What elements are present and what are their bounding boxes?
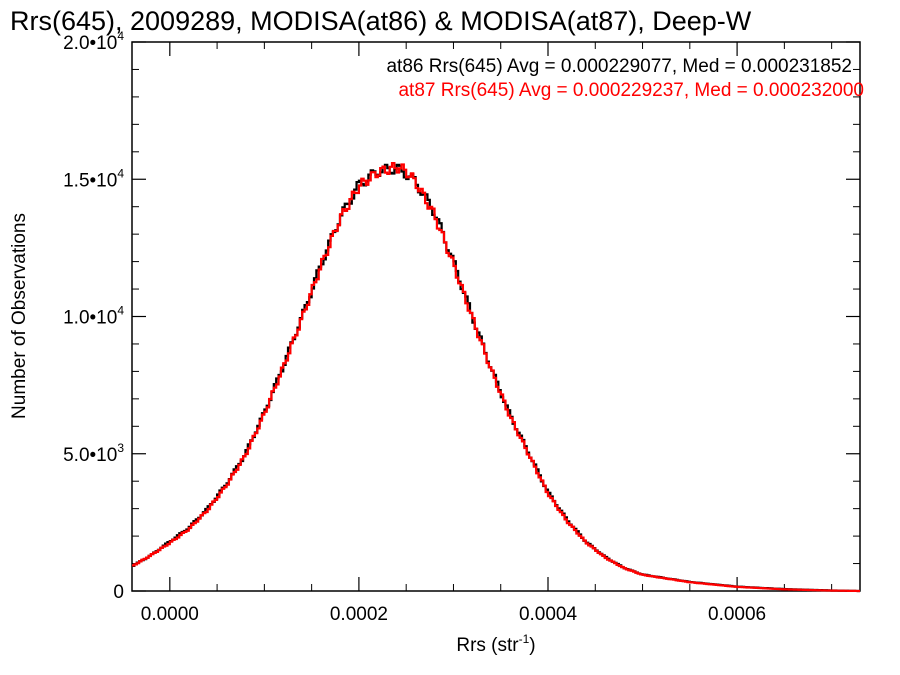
y-axis-label: Number of Observations	[9, 213, 30, 419]
x-axis-label: Rrs (str-1)	[456, 632, 535, 656]
y-tick-mantissa: 1.5•10	[63, 170, 117, 191]
x-tick-label: 0.0000	[141, 604, 199, 625]
y-tick-mantissa: 1.0•10	[63, 308, 117, 329]
y-tick-exponent: 3	[117, 441, 124, 455]
series-line-at87	[132, 161, 860, 593]
x-tick-labels: 0.0000 0.0002 0.0004 0.0006	[141, 604, 766, 625]
x-tick-label: 0.0006	[708, 604, 766, 625]
plot-frame	[131, 41, 861, 592]
y-tick-mantissa: 5.0•10	[63, 445, 117, 466]
annotation-at86: at86 Rrs(645) Avg = 0.000229077, Med = 0…	[386, 56, 852, 77]
x-tick-label: 0.0002	[330, 604, 388, 625]
y-tick-label: 2.0•104	[63, 29, 124, 54]
x-axis-label-main: Rrs (str	[456, 635, 519, 656]
annotation-at87: at87 Rrs(645) Avg = 0.000229237, Med = 0…	[398, 80, 864, 101]
y-tick-label: 0	[113, 582, 124, 603]
y-tick-mantissa: 0	[113, 582, 124, 603]
y-tick-mantissa: 2.0•10	[63, 33, 117, 54]
y-tick-label: 1.5•104	[63, 166, 124, 191]
x-axis-label-close: )	[529, 635, 535, 656]
y-tick-label: 5.0•103	[63, 441, 124, 466]
y-tick-exponent: 4	[117, 29, 124, 43]
series-layer	[132, 161, 860, 593]
y-tick-exponent: 4	[117, 304, 124, 318]
chart-title: Rrs(645), 2009289, MODISA(at86) & MODISA…	[10, 6, 752, 36]
y-tick-exponent: 4	[117, 166, 124, 180]
x-axis-label-exponent: -1	[519, 632, 530, 646]
x-tick-label: 0.0004	[519, 604, 578, 625]
y-tick-label: 1.0•104	[63, 304, 124, 329]
axis-ticks	[132, 41, 860, 592]
